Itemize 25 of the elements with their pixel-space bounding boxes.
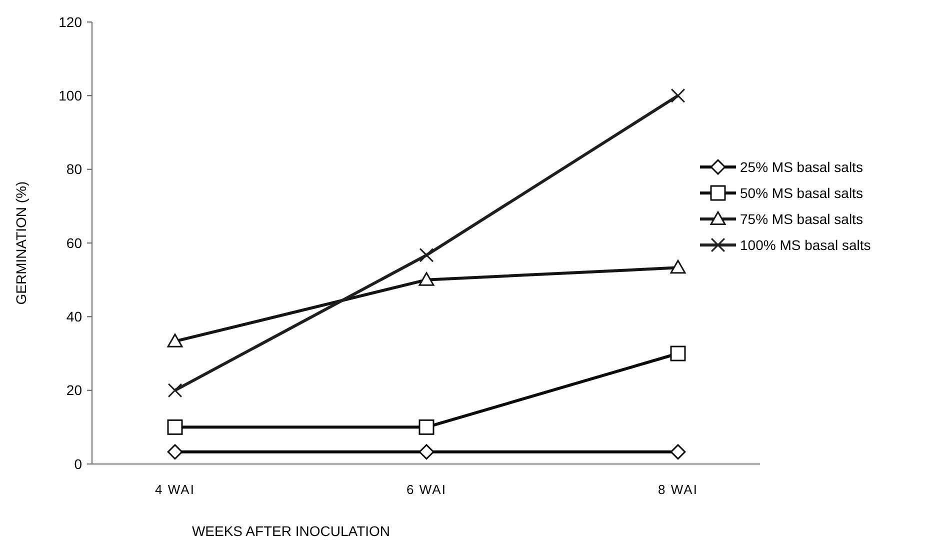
legend-label: 50% MS basal salts: [740, 184, 863, 201]
y-tick-label: 120: [58, 14, 82, 30]
y-tick-label: 100: [58, 88, 82, 104]
legend-label: 100% MS basal salts: [740, 236, 871, 253]
point: [418, 419, 434, 435]
point: [418, 272, 434, 286]
point: [167, 419, 183, 435]
x-axis-title: WEEKS AFTER INOCULATION: [192, 523, 390, 539]
y-tick-label: 40: [66, 308, 82, 325]
point: [420, 248, 434, 262]
y-tick-label: 0: [74, 456, 82, 472]
x-tick-label: 6 WAI: [406, 482, 446, 497]
y-axis-title: GERMINATION (%): [13, 181, 29, 305]
point: [168, 383, 182, 398]
point: [670, 260, 686, 274]
y-tick-label: 20: [66, 382, 82, 398]
point: [167, 334, 183, 348]
y-tick-label: 60: [66, 234, 82, 251]
x-tick-label: 4 WAI: [155, 482, 195, 497]
y-tick-label: 80: [66, 161, 82, 178]
point: [670, 346, 686, 362]
legend-label: 75% MS basal salts: [740, 210, 863, 227]
point: [671, 88, 685, 103]
x-tick-label: 8 WAI: [658, 482, 698, 497]
legend-label: 25% MS basal salts: [740, 158, 863, 175]
